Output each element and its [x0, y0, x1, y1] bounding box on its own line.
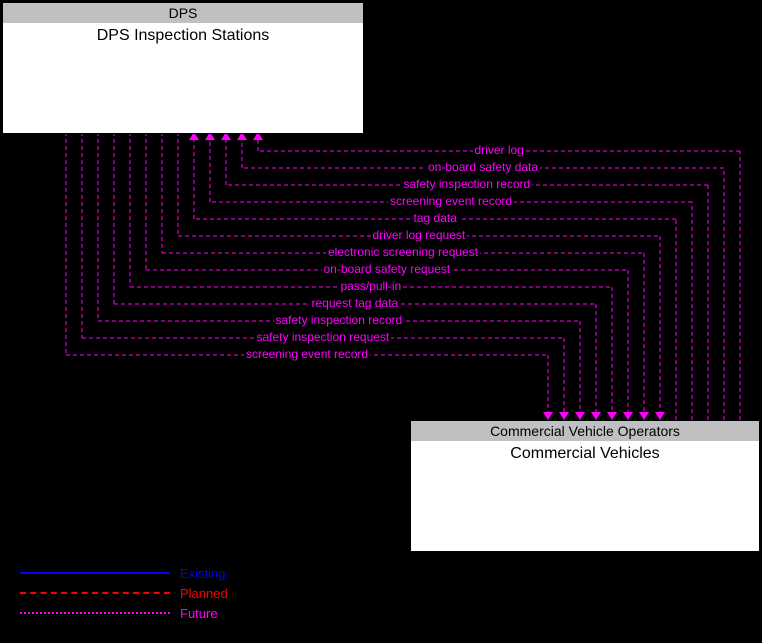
- legend-line: [20, 592, 170, 594]
- legend-row: Existing: [20, 563, 228, 583]
- flow-label: screening event record: [388, 194, 514, 208]
- legend-label: Future: [180, 606, 218, 621]
- flow-label: request tag data: [310, 296, 401, 310]
- flow-label: driver log: [473, 143, 526, 157]
- node-header: Commercial Vehicle Operators: [411, 421, 759, 441]
- legend-label: Existing: [180, 566, 226, 581]
- legend: Existing Planned Future: [20, 563, 228, 623]
- node-dps: DPSDPS Inspection Stations: [2, 2, 364, 134]
- flow-label: pass/pull-in: [339, 279, 404, 293]
- flow-label: on-board safety request: [322, 262, 453, 276]
- legend-label: Planned: [180, 586, 228, 601]
- flow-label: tag data: [412, 211, 459, 225]
- legend-line: [20, 612, 170, 614]
- flow-label: driver log request: [371, 228, 468, 242]
- node-title: DPS Inspection Stations: [3, 23, 363, 49]
- flow-label: electronic screening request: [326, 245, 480, 259]
- node-cv: Commercial Vehicle OperatorsCommercial V…: [410, 420, 760, 552]
- legend-line: [20, 572, 170, 574]
- flow-label: safety inspection record: [274, 313, 405, 327]
- flow-label: safety inspection record: [402, 177, 533, 191]
- legend-row: Planned: [20, 583, 228, 603]
- node-title: Commercial Vehicles: [411, 441, 759, 467]
- flow-label: safety inspection request: [255, 330, 392, 344]
- flow-label: screening event record: [244, 347, 370, 361]
- flow-label: on-board safety data: [426, 160, 540, 174]
- node-header: DPS: [3, 3, 363, 23]
- legend-row: Future: [20, 603, 228, 623]
